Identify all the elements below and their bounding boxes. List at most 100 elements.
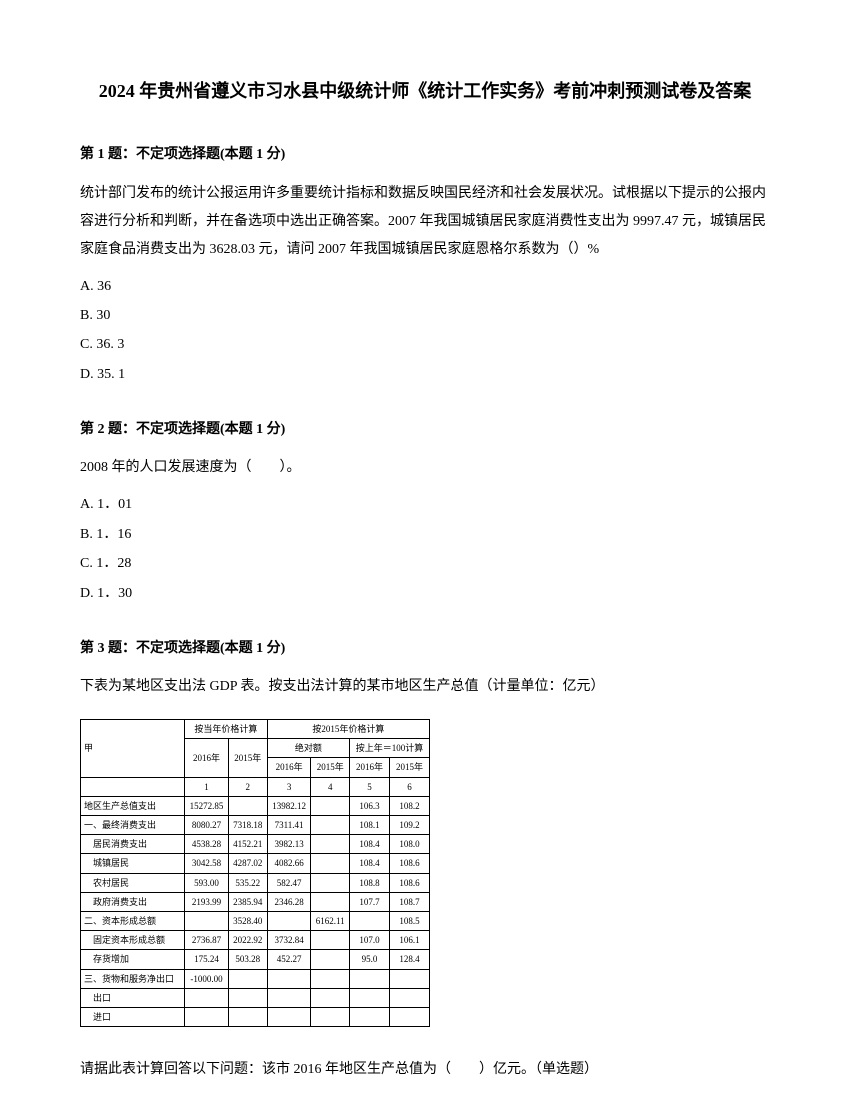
table-cell: 107.0 [349,931,389,950]
table-cell: 108.4 [349,854,389,873]
table-cell: 2193.99 [185,892,229,911]
table-cell: 二、资本形成总额 [81,911,185,930]
table-cell [228,796,267,815]
table-cell: 3732.84 [267,931,311,950]
th-group2: 按2015年价格计算 [267,720,429,739]
q1-header: 第 1 题：不定项选择题(本题 1 分) [80,142,770,167]
table-cell [311,931,350,950]
q2-option-c: C. 1．28 [80,549,770,578]
table-cell: 108.7 [389,892,429,911]
table-cell: 政府消费支出 [81,892,185,911]
table-cell: 95.0 [349,950,389,969]
table-cell [185,911,229,930]
table-cell: 地区生产总值支出 [81,796,185,815]
table-cell: 128.4 [389,950,429,969]
q1-option-b: B. 30 [80,301,770,330]
table-row: 农村居民593.00535.22582.47108.8108.6 [81,873,430,892]
q2-option-d: D. 1．30 [80,579,770,608]
table-cell: 106.1 [389,931,429,950]
table-cell: 2346.28 [267,892,311,911]
table-cell: 4287.02 [228,854,267,873]
table-cell [349,1007,389,1026]
table-cell [311,816,350,835]
document-title: 2024 年贵州省遵义市习水县中级统计师《统计工作实务》考前冲刺预测试卷及答案 [80,75,770,107]
table-cell: 固定资本形成总额 [81,931,185,950]
table-row: 固定资本形成总额2736.872022.923732.84107.0106.1 [81,931,430,950]
q2-header: 第 2 题：不定项选择题(本题 1 分) [80,417,770,442]
table-cell: 108.6 [389,854,429,873]
th-2016: 2016年 [185,739,229,777]
table-cell: 108.2 [389,796,429,815]
table-cell [185,1007,229,1026]
table-header-row-4: 1 2 3 4 5 6 [81,777,430,796]
table-row: 一、最终消费支出8080.277318.187311.41108.1109.2 [81,816,430,835]
th-group1: 按当年价格计算 [185,720,268,739]
table-cell: 15272.85 [185,796,229,815]
gdp-table-wrap: 甲 按当年价格计算 按2015年价格计算 2016年 2015年 绝对额 按上年… [80,719,770,1027]
table-cell [267,1007,311,1026]
col-label: 甲 [81,720,185,778]
table-cell [311,988,350,1007]
q3-body: 下表为某地区支出法 GDP 表。按支出法计算的某市地区生产总值（计量单位：亿元） [80,673,770,701]
table-cell: 三、货物和服务净出口 [81,969,185,988]
table-cell [228,1007,267,1026]
table-cell: 4082.66 [267,854,311,873]
q2-body: 2008 年的人口发展速度为（ ）。 [80,454,770,482]
table-cell [311,854,350,873]
table-cell: 13982.12 [267,796,311,815]
table-cell [311,950,350,969]
table-cell: 108.1 [349,816,389,835]
th-c3: 2016年 [267,758,311,777]
q2-option-b: B. 1．16 [80,520,770,549]
table-cell: 3982.13 [267,835,311,854]
table-cell [349,988,389,1007]
table-cell: 存货增加 [81,950,185,969]
table-cell [267,969,311,988]
table-row: 三、货物和服务净出口-1000.00 [81,969,430,988]
q1-body: 统计部门发布的统计公报运用许多重要统计指标和数据反映国民经济和社会发展状况。试根… [80,180,770,264]
table-cell: 3528.40 [228,911,267,930]
table-cell: 8080.27 [185,816,229,835]
table-cell: 2385.94 [228,892,267,911]
table-cell: 503.28 [228,950,267,969]
q1-option-d: D. 35. 1 [80,360,770,389]
th-c6: 2015年 [389,758,429,777]
table-cell: 535.22 [228,873,267,892]
table-cell [389,988,429,1007]
table-cell [311,1007,350,1026]
table-cell: 2022.92 [228,931,267,950]
table-cell: 农村居民 [81,873,185,892]
th-n2: 2 [228,777,267,796]
q3-header: 第 3 题：不定项选择题(本题 1 分) [80,636,770,661]
table-row: 地区生产总值支出15272.85 13982.12 106.3108.2 [81,796,430,815]
th-n6: 6 [389,777,429,796]
table-cell: 106.3 [349,796,389,815]
table-row: 城镇居民3042.584287.024082.66108.4108.6 [81,854,430,873]
table-cell: 108.6 [389,873,429,892]
th-n3: 3 [267,777,311,796]
th-n4: 4 [311,777,350,796]
table-cell [311,835,350,854]
table-cell [311,892,350,911]
q2-option-a: A. 1．01 [80,490,770,519]
table-cell [311,796,350,815]
table-header-row-1: 甲 按当年价格计算 按2015年价格计算 [81,720,430,739]
table-cell: 175.24 [185,950,229,969]
table-cell: 进口 [81,1007,185,1026]
gdp-table: 甲 按当年价格计算 按2015年价格计算 2016年 2015年 绝对额 按上年… [80,719,430,1027]
table-cell [228,988,267,1007]
table-cell [311,873,350,892]
table-row: 存货增加175.24503.28452.27 95.0128.4 [81,950,430,969]
table-cell: 出口 [81,988,185,1007]
table-row: 二、资本形成总额3528.406162.11108.5 [81,911,430,930]
table-cell: 108.4 [349,835,389,854]
table-cell: 452.27 [267,950,311,969]
table-cell [267,988,311,1007]
q1-option-a: A. 36 [80,272,770,301]
th-sub1: 绝对额 [267,739,349,758]
th-blank [81,777,185,796]
th-n5: 5 [349,777,389,796]
table-cell: -1000.00 [185,969,229,988]
table-row: 进口 [81,1007,430,1026]
table-cell [311,969,350,988]
